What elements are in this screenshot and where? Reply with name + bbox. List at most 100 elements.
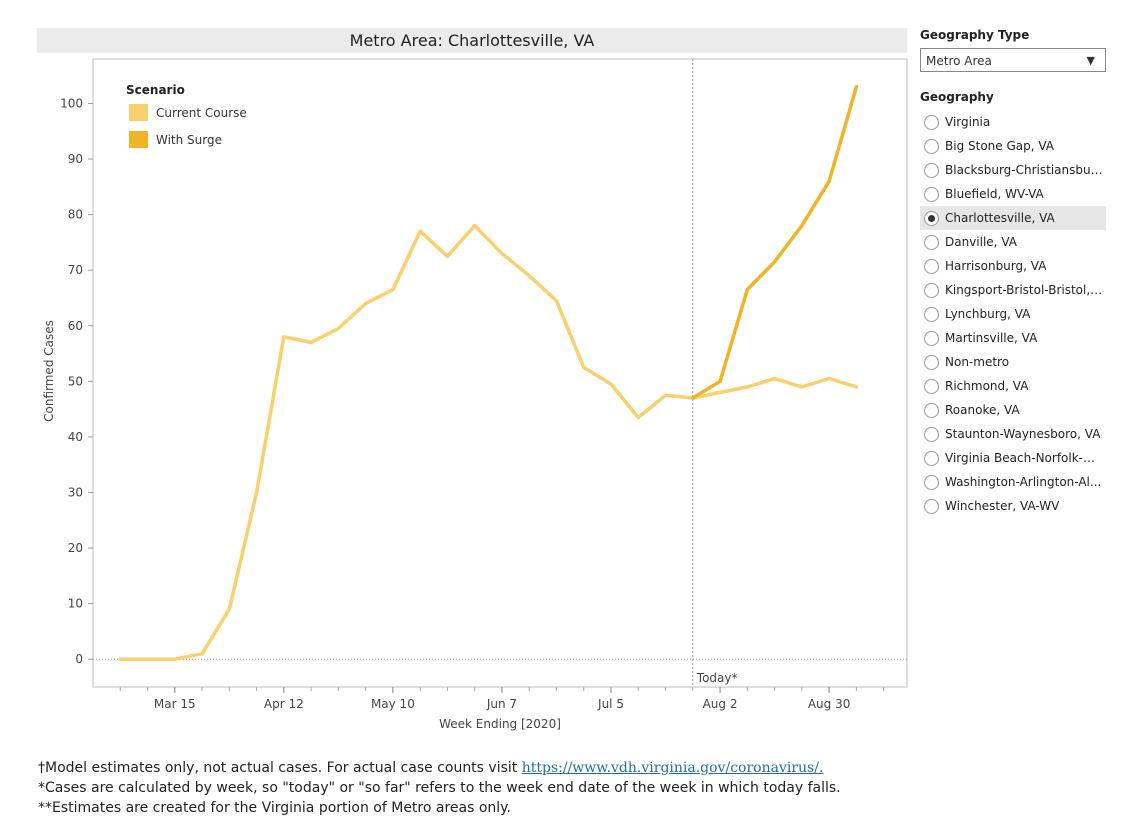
data-point [445,254,450,258]
legend-label: With Surge [156,133,222,147]
geography-option[interactable]: Roanoke, VA [920,398,1106,422]
data-point [718,390,722,395]
today-marker-label: Today* [696,671,738,685]
radio-unselected-icon[interactable] [924,258,939,274]
data-point [145,657,150,661]
y-tick-label: 10 [68,597,83,611]
filter-sidebar: Geography Type Metro Area ▼ Geography Vi… [920,28,1106,518]
geography-option-label: Richmond, VA [945,379,1029,393]
radio-unselected-icon[interactable] [924,234,939,250]
data-point [527,274,531,278]
geography-option-label: Lynchburg, VA [945,307,1031,321]
radio-unselected-icon[interactable] [924,138,939,154]
vdh-link[interactable]: https://www.vdh.virginia.gov/coronavirus… [521,760,824,776]
data-point [772,260,777,264]
geography-option[interactable]: Big Stone Gap, VA [920,134,1106,158]
geography-option[interactable]: Kingsport-Bristol-Bristol, ... [920,278,1106,302]
x-tick-label: Jun 7 [486,697,517,711]
geography-option[interactable]: Richmond, VA [920,374,1106,398]
data-point [336,326,340,331]
geography-option[interactable]: Virginia Beach-Norfolk-N... [920,446,1106,470]
geography-option[interactable]: Staunton-Waynesboro, VA [920,422,1106,446]
geography-option-label: Kingsport-Bristol-Bristol, ... [945,283,1103,297]
data-point [554,299,559,303]
radio-selected-icon[interactable] [924,210,939,226]
geography-option-label: Virginia [945,115,991,129]
y-tick-label: 50 [68,374,83,388]
radio-unselected-icon[interactable] [924,498,939,514]
y-tick-label: 90 [68,152,83,166]
geography-option-label: Big Stone Gap, VA [945,139,1055,153]
geography-option[interactable]: Blacksburg-Christiansbur... [920,158,1106,182]
y-tick-label: 100 [60,96,83,110]
legend-swatch [129,131,148,148]
radio-unselected-icon[interactable] [924,450,939,466]
data-point [582,365,586,370]
data-point [745,385,749,389]
radio-unselected-icon[interactable] [924,354,939,370]
geography-option-label: Charlottesville, VA [945,211,1055,225]
geography-type-heading: Geography Type [920,28,1030,42]
geography-option[interactable]: Winchester, VA-WV [920,494,1106,518]
radio-unselected-icon[interactable] [924,426,939,442]
data-point [473,224,477,228]
y-tick-label: 30 [68,485,83,499]
geography-option[interactable]: Virginia [920,110,1106,134]
footnote-weekly-calculation: *Cases are calculated by week, so "today… [38,780,841,796]
geography-option-label: Virginia Beach-Norfolk-N... [945,451,1103,465]
radio-unselected-icon[interactable] [924,306,939,322]
geography-heading: Geography [920,90,994,104]
y-tick-label: 0 [75,652,83,666]
geography-option-label: Blacksburg-Christiansbur... [945,163,1103,177]
data-point [772,376,777,381]
y-tick-label: 20 [68,541,83,555]
radio-unselected-icon[interactable] [924,378,939,394]
data-point [827,376,831,381]
geography-option[interactable]: Harrisonburg, VA [920,254,1106,278]
data-point [691,396,695,400]
geography-option-label: Roanoke, VA [945,403,1020,417]
x-tick-label: Aug 30 [808,697,851,711]
y-tick-label: 70 [68,263,83,277]
data-point [854,385,858,389]
data-point [500,251,504,256]
data-point [800,385,804,389]
radio-unselected-icon[interactable] [924,330,939,346]
legend-swatch [129,104,148,121]
footnote-model-estimates: †Model estimates only, not actual cases.… [38,758,841,778]
data-point [854,85,858,89]
geography-option[interactable]: Charlottesville, VA [920,206,1106,230]
legend-label: Current Course [156,106,247,120]
plot-area [92,58,908,688]
radio-unselected-icon[interactable] [924,162,939,178]
x-axis-label: Week Ending [2020] [439,717,561,731]
data-point [254,490,259,495]
data-point [636,415,640,420]
data-point [309,340,313,345]
geography-option[interactable]: Danville, VA [920,230,1106,254]
geography-type-dropdown[interactable]: Metro Area ▼ [920,48,1106,72]
x-tick-label: Mar 15 [154,697,196,711]
data-point [609,382,613,386]
y-tick-label: 80 [68,208,83,222]
x-tick-label: Aug 2 [703,697,738,711]
radio-unselected-icon[interactable] [924,402,939,418]
data-point [364,301,368,306]
data-point [173,657,177,661]
geography-option-label: Staunton-Waynesboro, VA [945,427,1101,441]
geography-option[interactable]: Bluefield, WV-VA [920,182,1106,206]
radio-unselected-icon[interactable] [924,474,939,490]
geography-option[interactable]: Martinsville, VA [920,326,1106,350]
x-tick-label: Jul 5 [597,697,624,711]
geography-option[interactable]: Washington-Arlington-Al... [920,470,1106,494]
data-point [391,288,395,292]
dropdown-arrow-icon: ▼ [1086,54,1095,67]
geography-option[interactable]: Lynchburg, VA [920,302,1106,326]
radio-unselected-icon[interactable] [924,186,939,202]
x-tick-label: Apr 12 [264,697,304,711]
radio-unselected-icon[interactable] [924,114,939,130]
geography-option[interactable]: Non-metro [920,350,1106,374]
data-point [800,224,804,228]
radio-unselected-icon[interactable] [924,282,939,298]
data-point [745,288,749,292]
